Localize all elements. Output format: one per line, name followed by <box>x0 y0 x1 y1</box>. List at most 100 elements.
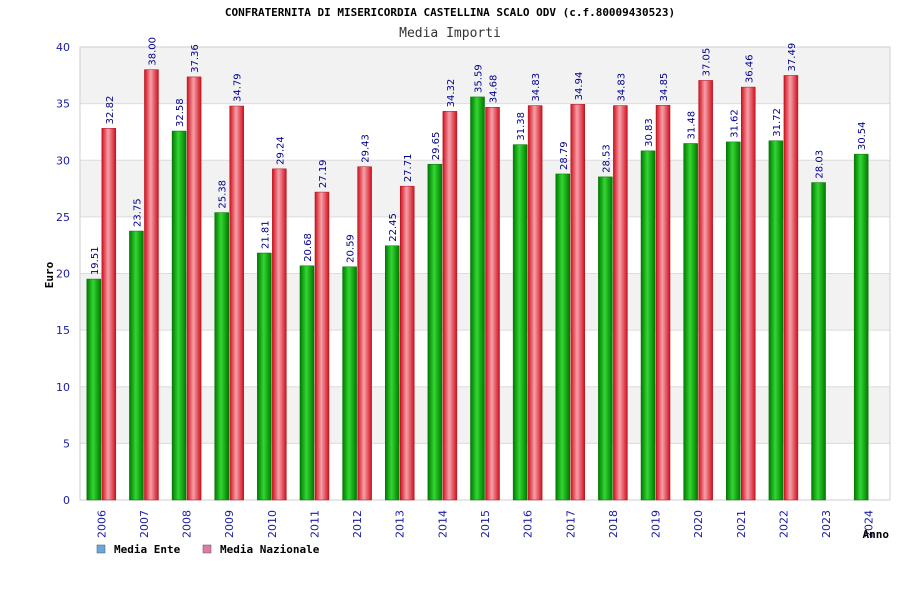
data-label: 34.85 <box>659 73 670 102</box>
bar-media-nazionale-2019 <box>655 105 671 501</box>
legend: Media Ente Media Nazionale <box>96 543 320 556</box>
x-tick-label: 2024 <box>863 510 876 538</box>
bar-media-nazionale-2009 <box>229 105 244 501</box>
data-label: 37.05 <box>702 48 713 77</box>
x-tick-label: 2018 <box>607 510 620 538</box>
legend-label-media-ente: Media Ente <box>114 543 181 556</box>
y-axis-label: Euro <box>43 261 56 288</box>
x-tick-label: 2020 <box>692 510 705 538</box>
data-label: 36.46 <box>744 54 755 83</box>
data-label: 21.81 <box>260 220 271 249</box>
bar-media-ente-2009 <box>214 212 229 501</box>
x-tick-label: 2010 <box>266 510 279 538</box>
data-label: 19.51 <box>90 246 101 275</box>
y-axis-ticks: 0 5 10 15 20 25 30 35 40 <box>56 41 70 507</box>
bar-media-ente-2017 <box>555 173 571 501</box>
chart-subtitle: Media Importi <box>399 26 501 41</box>
x-tick-label: 2022 <box>777 510 790 538</box>
bar-media-ente-2013 <box>384 245 400 501</box>
data-label: 23.75 <box>132 198 143 227</box>
y-tick-label: 40 <box>56 41 70 54</box>
data-label: 34.32 <box>446 79 457 108</box>
data-label: 27.19 <box>318 159 329 188</box>
bar-media-nazionale-2016 <box>527 105 543 501</box>
bar-media-ente-2019 <box>640 150 656 501</box>
data-label: 20.68 <box>303 233 314 262</box>
data-label: 38.00 <box>147 37 158 66</box>
y-tick-label: 25 <box>56 211 70 224</box>
bar-media-nazionale-2011 <box>314 191 330 501</box>
data-label: 25.38 <box>218 180 229 209</box>
data-label: 29.65 <box>431 132 442 161</box>
grid-band <box>80 273 890 331</box>
bar-media-nazionale-2015 <box>485 106 500 501</box>
x-axis-label: Anno <box>863 528 890 541</box>
y-tick-label: 5 <box>63 437 70 450</box>
bar-media-nazionale-2007 <box>144 69 159 501</box>
data-label: 31.38 <box>516 112 527 141</box>
bar-media-ente-2011 <box>299 265 315 501</box>
data-label: 29.43 <box>361 134 372 163</box>
bar-media-nazionale-2012 <box>357 166 372 501</box>
data-label: 22.45 <box>388 213 399 242</box>
legend-swatch-media-nazionale <box>202 544 212 554</box>
data-label: 30.83 <box>644 118 655 147</box>
bar-media-ente-2015 <box>470 96 485 501</box>
x-tick-label: 2012 <box>351 510 364 538</box>
x-tick-label: 2014 <box>436 510 449 538</box>
data-label: 20.59 <box>346 234 357 263</box>
bar-media-nazionale-2006 <box>101 128 117 501</box>
chart-title: CONFRATERNITA DI MISERICORDIA CASTELLINA… <box>225 6 675 19</box>
data-labels: 19.51 32.82 23.75 38.00 32.58 37.36 25.38 34.79… <box>90 37 868 275</box>
bar-media-nazionale-2020 <box>698 80 713 501</box>
bar-media-ente-2008 <box>171 130 187 501</box>
x-tick-label: 2019 <box>650 510 663 538</box>
data-label: 30.54 <box>857 121 868 150</box>
data-label: 27.71 <box>403 154 414 183</box>
x-tick-label: 2013 <box>394 510 407 538</box>
bar-media-nazionale-2021 <box>741 86 756 501</box>
bar-media-ente-2023 <box>811 182 826 501</box>
grid-band <box>80 160 890 217</box>
x-tick-label: 2015 <box>479 510 492 538</box>
y-tick-label: 10 <box>56 381 70 394</box>
data-label: 34.68 <box>489 75 500 104</box>
bar-media-nazionale-2014 <box>442 111 458 501</box>
bar-media-ente-2016 <box>512 144 528 501</box>
data-label: 32.58 <box>175 98 186 127</box>
data-label: 34.83 <box>616 73 627 102</box>
x-tick-label: 2016 <box>522 510 535 538</box>
data-label: 35.59 <box>474 64 485 93</box>
x-tick-label: 2023 <box>820 510 833 538</box>
y-tick-label: 15 <box>56 324 70 337</box>
grid-band <box>80 330 890 387</box>
x-tick-label: 2017 <box>564 510 577 538</box>
x-tick-label: 2008 <box>181 510 194 538</box>
data-label: 31.72 <box>772 108 783 137</box>
plot-area <box>79 46 891 501</box>
data-label: 32.82 <box>105 96 116 125</box>
bar-media-nazionale-2022 <box>783 75 799 501</box>
bar-media-ente-2006 <box>86 278 102 501</box>
grid-band <box>80 47 890 104</box>
data-label: 31.62 <box>729 109 740 138</box>
x-tick-label: 2007 <box>138 510 151 538</box>
data-label: 34.79 <box>233 73 244 102</box>
data-label: 37.36 <box>190 44 201 73</box>
bar-media-nazionale-2017 <box>570 104 586 501</box>
bar-media-ente-2018 <box>598 176 613 501</box>
x-tick-label: 2011 <box>308 510 321 538</box>
bar-media-nazionale-2010 <box>272 168 287 501</box>
data-label: 34.94 <box>574 72 585 101</box>
data-label: 37.49 <box>787 43 798 72</box>
bar-media-ente-2012 <box>342 266 357 501</box>
y-tick-label: 35 <box>56 98 70 111</box>
x-tick-label: 2009 <box>223 510 236 538</box>
x-tick-label: 2006 <box>95 510 108 538</box>
data-label: 31.48 <box>687 111 698 140</box>
grid-band <box>80 386 890 444</box>
grid-band <box>80 443 890 500</box>
bars <box>86 69 869 501</box>
legend-swatch-media-ente <box>96 544 106 554</box>
